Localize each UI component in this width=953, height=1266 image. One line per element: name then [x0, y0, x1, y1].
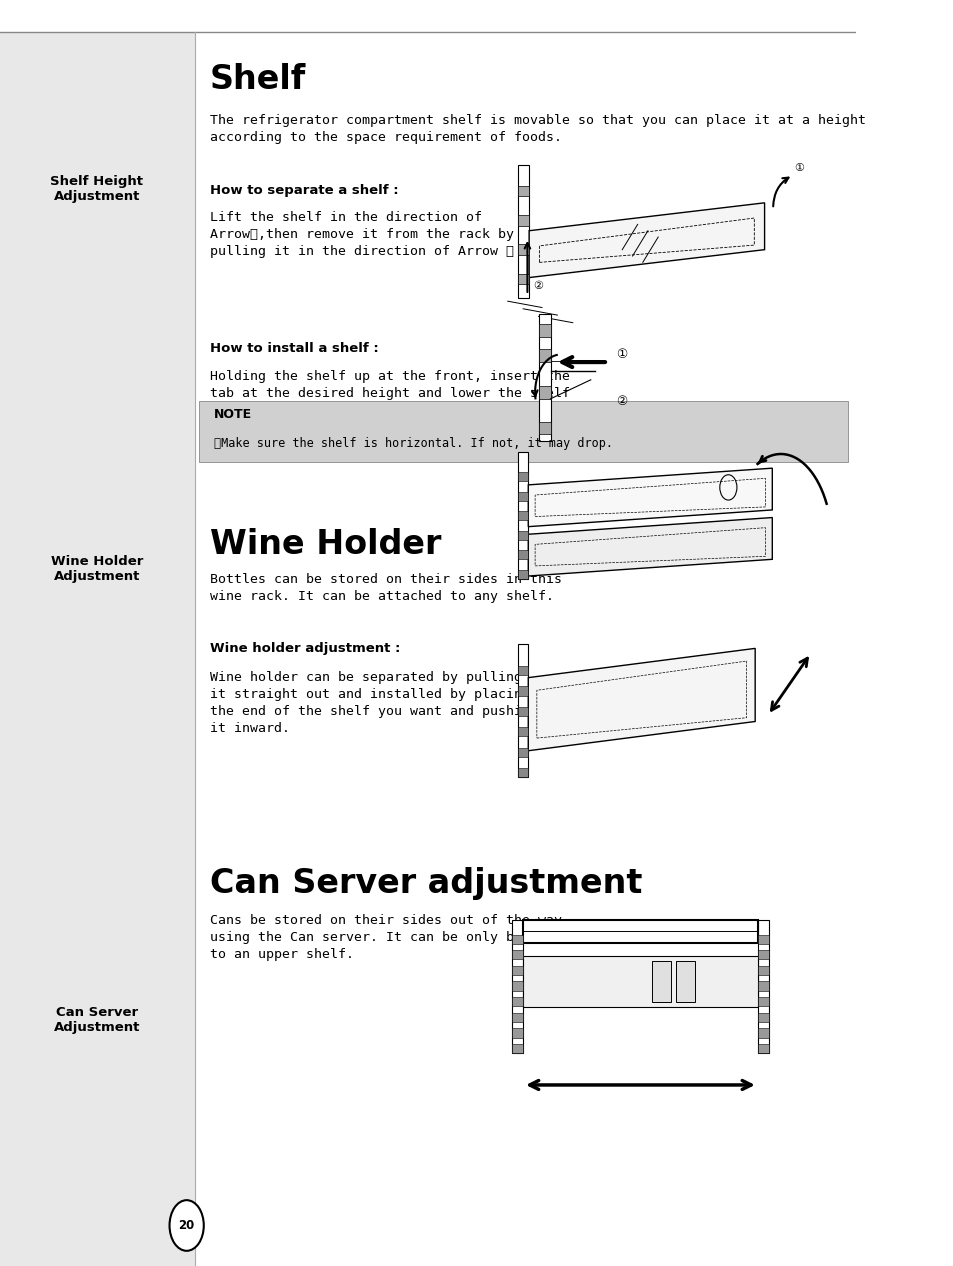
Bar — [512, 1028, 522, 1038]
Bar — [512, 951, 522, 960]
Bar — [517, 165, 529, 298]
Text: Shelf: Shelf — [210, 63, 306, 96]
Polygon shape — [528, 468, 772, 527]
Bar — [757, 1028, 768, 1038]
Polygon shape — [529, 203, 763, 277]
Bar — [538, 422, 550, 434]
Bar — [757, 934, 768, 944]
Bar — [517, 747, 528, 757]
Polygon shape — [528, 648, 755, 751]
Bar — [517, 186, 529, 196]
Bar — [676, 961, 694, 1001]
Text: The refrigerator compartment shelf is movable so that you can place it at a heig: The refrigerator compartment shelf is mo… — [210, 114, 865, 144]
Bar — [512, 966, 522, 975]
Bar — [512, 981, 522, 991]
Text: Cans be stored on their sides out of the way
using the Can server. It can be onl: Cans be stored on their sides out of the… — [210, 914, 593, 961]
Bar — [517, 768, 528, 777]
Bar — [538, 314, 550, 441]
Bar — [517, 644, 528, 777]
Bar — [517, 530, 528, 539]
FancyBboxPatch shape — [199, 401, 847, 462]
Text: Can Server adjustment: Can Server adjustment — [210, 867, 641, 900]
Text: ①: ① — [794, 163, 803, 173]
Bar — [517, 452, 528, 579]
Bar — [517, 686, 528, 695]
Text: ②: ② — [533, 281, 543, 290]
Text: ・Make sure the shelf is horizontal. If not, it may drop.: ・Make sure the shelf is horizontal. If n… — [213, 437, 613, 449]
Text: Wine Holder: Wine Holder — [210, 528, 440, 561]
Text: Shelf Height
Adjustment: Shelf Height Adjustment — [51, 175, 143, 203]
Bar — [517, 472, 528, 481]
Text: Wine holder adjustment :: Wine holder adjustment : — [210, 642, 399, 655]
Text: Wine holder can be separated by pulling
it straight out and installed by placing: Wine holder can be separated by pulling … — [210, 671, 578, 736]
Bar — [757, 966, 768, 975]
Text: Wine Holder
Adjustment: Wine Holder Adjustment — [51, 555, 143, 582]
Bar — [517, 491, 528, 500]
Text: NOTE: NOTE — [213, 408, 252, 420]
Circle shape — [170, 1200, 204, 1251]
Bar — [757, 951, 768, 960]
Bar — [538, 386, 550, 399]
Text: ②: ② — [616, 395, 627, 408]
Bar — [757, 920, 768, 1053]
Bar — [522, 956, 757, 1006]
Bar — [538, 349, 550, 362]
Bar — [517, 215, 529, 225]
Bar — [517, 551, 528, 560]
Polygon shape — [528, 518, 772, 576]
Bar — [517, 244, 529, 254]
Text: Holding the shelf up at the front, insert the
tab at the desired height and lowe: Holding the shelf up at the front, inser… — [210, 370, 569, 417]
Text: Bottles can be stored on their sides in this
wine rack. It can be attached to an: Bottles can be stored on their sides in … — [210, 573, 561, 604]
Bar — [517, 511, 528, 520]
Bar — [538, 324, 550, 337]
Bar — [652, 961, 670, 1001]
Bar — [757, 1013, 768, 1022]
Text: 20: 20 — [178, 1219, 194, 1232]
Bar — [757, 981, 768, 991]
Bar — [512, 1044, 522, 1053]
Bar — [757, 1044, 768, 1053]
Bar — [522, 920, 757, 943]
Text: Can Server
Adjustment: Can Server Adjustment — [53, 1006, 140, 1034]
Bar — [517, 570, 528, 579]
Bar — [517, 273, 529, 285]
Bar — [512, 920, 522, 1053]
Bar — [0, 32, 195, 1266]
Bar — [517, 666, 528, 675]
Bar — [757, 998, 768, 1006]
Bar — [512, 1013, 522, 1022]
Text: How to separate a shelf :: How to separate a shelf : — [210, 184, 398, 196]
Bar — [512, 998, 522, 1006]
Text: Lift the shelf in the direction of
Arrow①,then remove it from the rack by
pullin: Lift the shelf in the direction of Arrow… — [210, 211, 537, 258]
Text: ①: ① — [616, 348, 627, 361]
Bar — [517, 706, 528, 717]
Text: How to install a shelf :: How to install a shelf : — [210, 342, 378, 354]
Bar — [517, 727, 528, 737]
Bar — [512, 934, 522, 944]
